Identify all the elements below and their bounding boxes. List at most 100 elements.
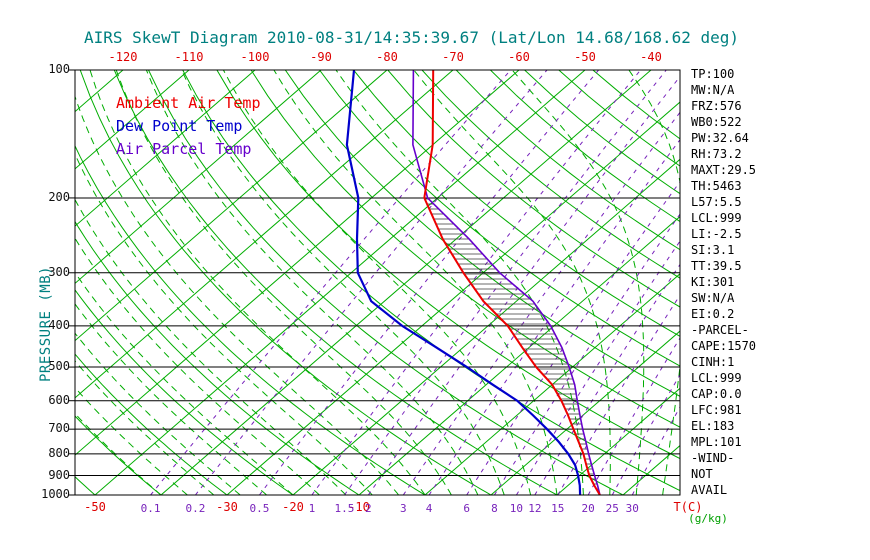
- mixing-ratio-label: 2: [365, 502, 372, 515]
- isotherm-line: [75, 70, 190, 170]
- moist-adiabat-line: [511, 70, 645, 495]
- legend-air-parcel-temp: Air Parcel Temp: [116, 140, 252, 158]
- stat-line: L57:5.5: [691, 195, 742, 209]
- stat-line: CINH:1: [691, 355, 735, 369]
- mixing-ratio-label: 4: [425, 502, 433, 515]
- dry-adiabat-line: [387, 70, 680, 308]
- dry-adiabat-line: [79, 70, 492, 495]
- bottom-temp-label: -30: [216, 500, 238, 514]
- top-temp-label: -50: [574, 50, 596, 64]
- stat-line: LCL:999: [691, 371, 742, 385]
- top-temp-label: -40: [640, 50, 662, 64]
- stat-line: PW:32.64: [691, 131, 749, 145]
- top-temp-label: -60: [508, 50, 530, 64]
- stat-line: WB0:522: [691, 115, 742, 129]
- mixing-ratio-line: [466, 180, 680, 495]
- mixing-ratio-label: 10: [509, 502, 524, 515]
- legend-ambient-air-temp: Ambient Air Temp: [116, 94, 261, 112]
- top-temp-label: -100: [240, 50, 270, 64]
- air-parcel-temp-curve: [412, 70, 601, 495]
- isotherm-line: [75, 70, 454, 399]
- top-temp-label: -110: [174, 50, 204, 64]
- stat-line: EI:0.2: [691, 307, 735, 321]
- stat-line: SI:3.1: [691, 243, 735, 257]
- pressure-tick-label: 600: [48, 392, 70, 407]
- stat-line: -WIND-: [691, 451, 735, 465]
- isotherm-line: [292, 158, 680, 495]
- moist-adiabat-line: [222, 70, 532, 495]
- mixing-ratio-label: 15: [551, 502, 565, 515]
- stat-line: -PARCEL-: [691, 323, 749, 337]
- legend-dew-point-temp: Dew Point Temp: [116, 117, 243, 135]
- dry-adiabat-line: [75, 289, 294, 495]
- legend: Ambient Air Temp Dew Point Temp Air Parc…: [116, 92, 261, 161]
- top-temp-label: -90: [310, 50, 332, 64]
- mixing-ratio-unit-label: (g/kg): [688, 512, 728, 525]
- stat-line: MAXT:29.5: [691, 163, 757, 177]
- stat-line: LI:-2.5: [691, 227, 742, 241]
- pressure-tick-label: 800: [48, 445, 70, 460]
- dry-adiabat-line: [75, 144, 426, 495]
- mixing-ratio-line: [557, 294, 680, 495]
- mixing-ratio-line: [402, 111, 680, 495]
- top-temp-label: -80: [376, 50, 398, 64]
- stat-line: MPL:101: [691, 435, 742, 449]
- stat-line: KI:301: [691, 275, 735, 289]
- pressure-tick-label: 200: [48, 189, 70, 204]
- dry-adiabat-line: [0, 70, 29, 495]
- mixing-ratio-line: [367, 75, 680, 495]
- stats-panel: TP:100 MW:N/A FRZ:576 WB0:522 PW:32.64 RH:73.…: [691, 66, 756, 498]
- dry-adiabat-line: [455, 70, 680, 251]
- moist-adiabat-line: [628, 70, 680, 495]
- isotherm-line: [226, 101, 680, 495]
- moist-adiabat-line: [115, 70, 452, 495]
- mixing-ratio-line: [150, 70, 511, 495]
- isotherm-line: [160, 70, 652, 495]
- mixing-ratio-line: [195, 70, 548, 495]
- stat-line: LCL:999: [691, 211, 742, 225]
- mixing-ratio-label: 0.5: [249, 502, 270, 515]
- plot-frame: [74, 69, 681, 496]
- dry-adiabat-line: [319, 70, 680, 367]
- mixing-ratio-line: [534, 263, 680, 495]
- mixing-ratio-label: 12: [528, 502, 542, 515]
- dry-adiabat-line: [284, 70, 680, 397]
- stat-line: TP:100: [691, 67, 735, 81]
- pressure-tick-label: 1000: [41, 487, 70, 501]
- ambient-air-temp-curve: [423, 70, 601, 495]
- mixing-ratio-label: 20: [581, 502, 595, 515]
- isotherm-line: [75, 70, 520, 456]
- stat-line: TH:5463: [691, 179, 742, 193]
- stat-line: RH:73.2: [691, 147, 742, 161]
- moist-adiabat-line: [89, 70, 426, 495]
- stat-line: CAP:0.0: [691, 387, 742, 401]
- stat-line: EL:183: [691, 419, 735, 433]
- mixing-ratio-label: 0.2: [185, 502, 206, 515]
- stat-line: LFC:981: [691, 403, 742, 417]
- stat-line: FRZ:576: [691, 99, 742, 113]
- isotherm-line: [75, 70, 322, 285]
- pressure-tick-label: 900: [48, 467, 70, 482]
- mixing-ratio-line: [611, 373, 680, 495]
- mixing-ratio-line: [343, 70, 667, 495]
- mixing-ratio-line: [493, 213, 680, 495]
- isotherm-line: [94, 70, 586, 495]
- mixing-ratio-label: 1: [308, 502, 316, 515]
- moist-adiabat-line: [145, 70, 479, 495]
- stat-line: NOT: [691, 467, 713, 481]
- dry-adiabat-line: [75, 415, 162, 495]
- top-temp-label: -120: [108, 50, 138, 64]
- dew-point-temp-curve: [345, 70, 582, 495]
- bottom-temp-label: -10: [348, 500, 370, 514]
- stat-line: SW:N/A: [691, 291, 735, 305]
- top-temp-label: -70: [442, 50, 464, 64]
- moist-adiabat-line: [75, 360, 215, 495]
- mixing-ratio-label: 8: [491, 502, 498, 515]
- pressure-tick-label: 500: [48, 359, 70, 374]
- moist-adiabat-line: [75, 153, 373, 495]
- dry-adiabat-line: [75, 220, 360, 495]
- stat-line: MW:N/A: [691, 83, 735, 97]
- isotherm-line: [358, 215, 680, 495]
